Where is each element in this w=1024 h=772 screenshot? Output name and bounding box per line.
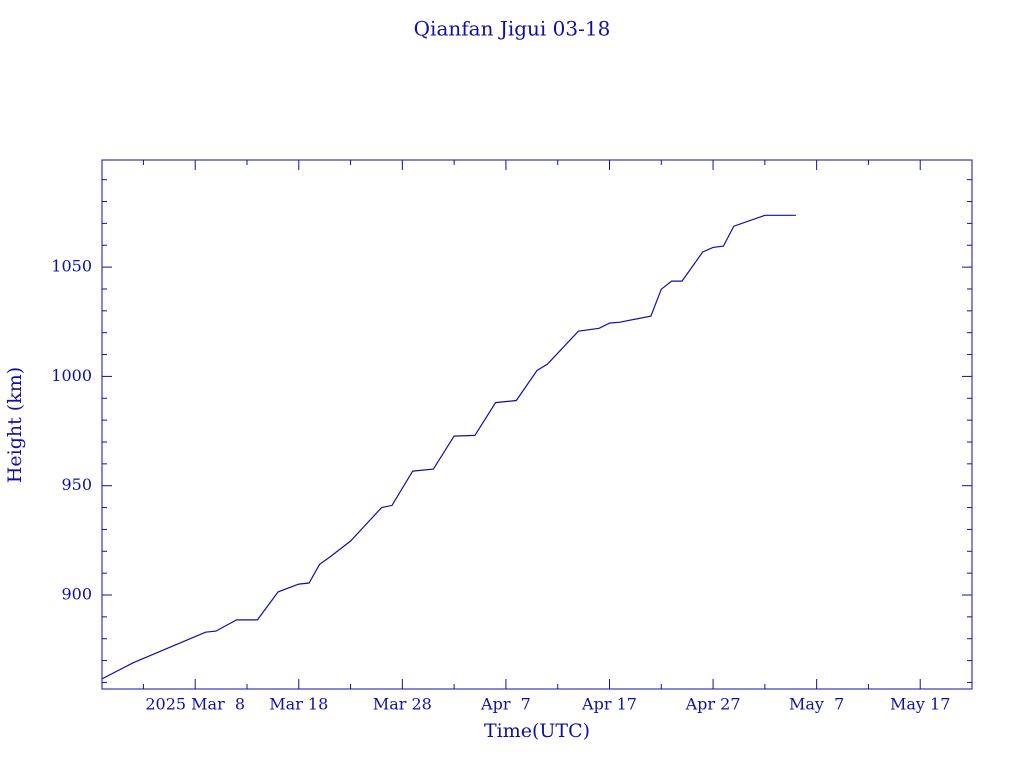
y-tick-label: 950 [61, 475, 92, 494]
x-tick-label: 2025 Mar 8 [145, 695, 245, 714]
y-tick-label: 1000 [51, 366, 92, 385]
x-tick-label: May 7 [789, 695, 844, 714]
x-tick-label: Apr 27 [685, 695, 741, 714]
series-line [101, 214, 796, 680]
x-axis-label: Time(UTC) [484, 720, 590, 742]
y-tick-label: 900 [61, 585, 92, 604]
x-tick-label: Apr 17 [581, 695, 637, 714]
plot-frame [101, 159, 973, 690]
chart-title: Qianfan Jigui 03-18 [414, 17, 611, 41]
x-tick-label: Mar 18 [269, 695, 328, 714]
x-tick-label: Apr 7 [480, 695, 531, 714]
x-tick-label: Mar 28 [373, 695, 432, 714]
y-tick-label: 1050 [51, 257, 92, 276]
y-axis-label: Height (km) [4, 367, 26, 483]
x-tick-label: May 17 [890, 695, 950, 714]
